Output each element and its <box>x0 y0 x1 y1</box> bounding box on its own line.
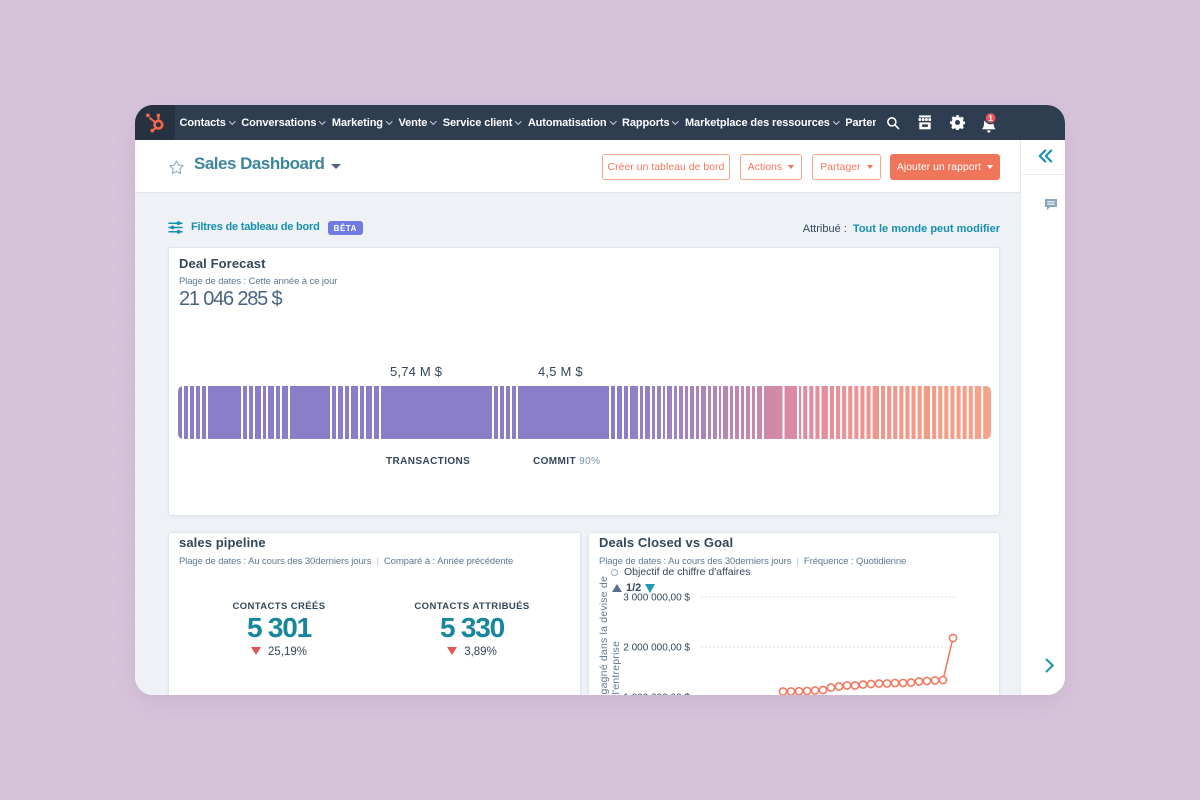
svg-text:2 000 000,00 $: 2 000 000,00 $ <box>623 643 690 654</box>
svg-text:1 000 000,00 $: 1 000 000,00 $ <box>623 693 690 696</box>
svg-text:3 000 000,00 $: 3 000 000,00 $ <box>623 593 690 604</box>
svg-text:1: 1 <box>988 113 993 122</box>
